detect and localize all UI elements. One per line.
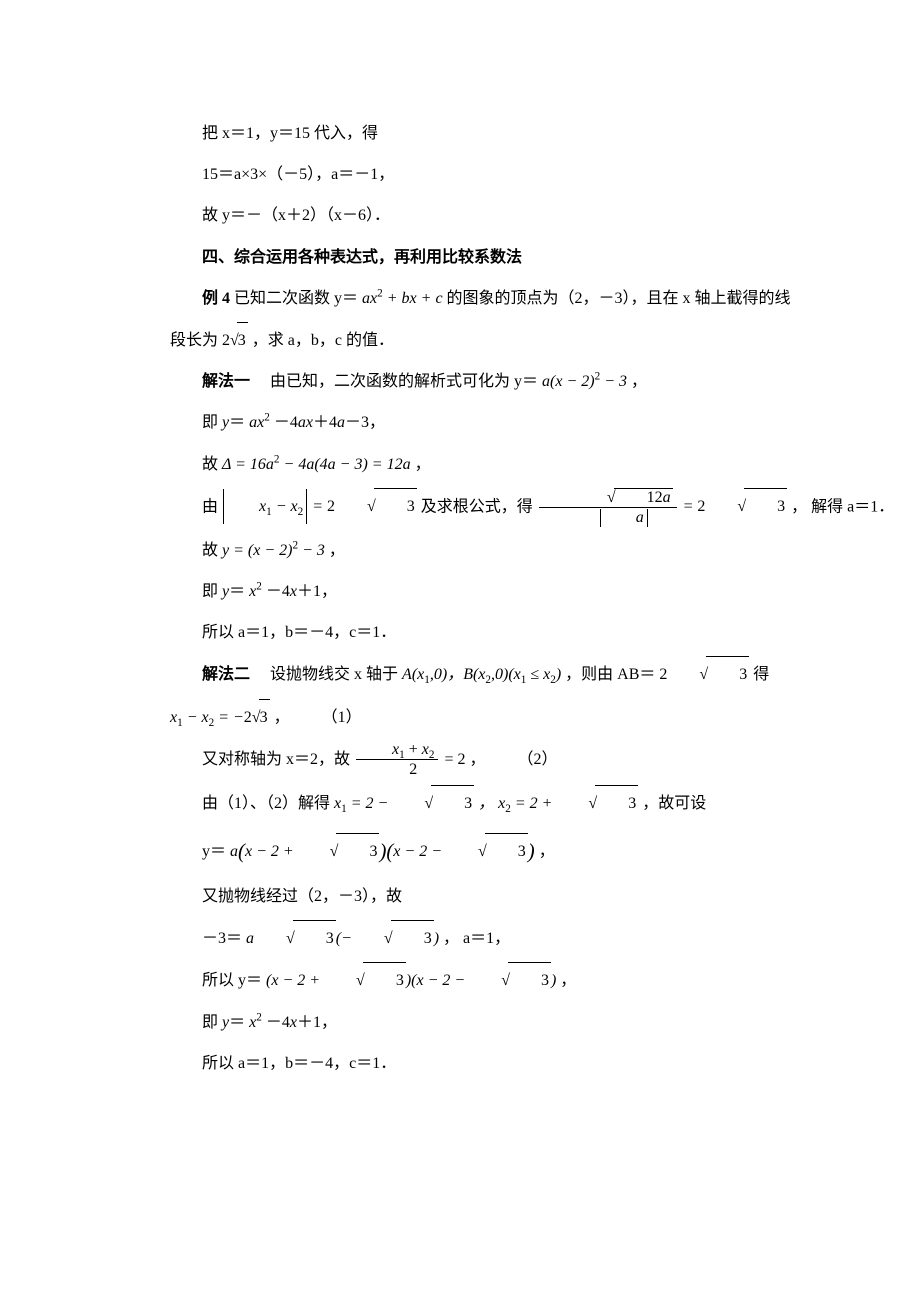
method-2-line8: 所以 y＝ (x − 2 + 3)(x − 2 − 3) ， [170,962,920,998]
math-discriminant: Δ = 16a2 − 4a(4a − 3) = 12a [222,456,411,473]
text: 由已知，二次函数的解析式可化为 y＝ [254,373,542,390]
method-1-line5: 故 y = (x − 2)2 − 3 ， [170,533,920,568]
method-2-line7: －3＝ a3(−3) ， a＝1， [170,920,920,956]
method-2-label: 解法二 [202,666,250,683]
text: ，求 a，b，c 的值． [252,332,394,349]
math-ab-length: 23 [659,666,749,683]
text: 的图象的顶点为（2，－3），且在 x 轴上截得的线 [447,290,791,307]
math-factored-y: a(x − 2 + 3)(x − 2 − 3) [230,843,535,860]
example-4-statement-line1: 例 4 已知二次函数 y＝ ax2 + bx + c 的图象的顶点为（2，－3）… [170,281,920,316]
text: 又抛物线经过（2，－3），故 [202,888,402,905]
text: 又对称轴为 x＝2，故 [202,751,354,768]
math-y-factored-final: (x − 2 + 3)(x − 2 − 3) [266,972,556,989]
math-y-vertex: y = (x − 2)2 − 3 [222,542,325,559]
math-eq1: x1 − x2 = −23 [170,709,270,726]
math-quadratic: ax2 + bx + c [362,290,443,307]
line-sub-values: 把 x＝1，y＝15 代入，得 [170,116,920,151]
text: 即 y＝ ax2 －4ax＋4a－3， [202,414,385,431]
eq-two: = 2 [444,751,465,768]
text: 已知二次函数 y＝ [234,290,358,307]
text: －3＝ [202,930,242,947]
example-4-statement-line2: 段长为 23 ，求 a，b，c 的值． [170,322,920,358]
text: ， [560,972,576,989]
text: ， [329,542,345,559]
text: ， [631,373,647,390]
example-label: 例 4 [202,290,234,307]
text: ， [415,456,431,473]
method-1-line2: 即 y＝ ax2 －4ax＋4a－3， [170,405,920,440]
text: ， （1） [274,709,362,726]
text: 15＝a×3×（－5），a＝－1， [202,166,394,183]
text: 所以 a＝1，b＝－4，c＝1． [202,1055,396,1072]
line-result-y: 故 y＝－（x＋2）（x－6）． [170,198,920,233]
text: 把 x＝1，y＝15 代入，得 [202,125,378,142]
math-sub-vertex: a3(−3) [246,930,439,947]
method-1-line1: 解法一 由已知，二次函数的解析式可化为 y＝ a(x − 2)2 − 3 ， [170,364,920,399]
method-2-line1: 解法二 设抛物线交 x 轴于 A(x1,0)，B(x2,0)(x1 ≤ x2) … [170,656,920,692]
text: ， [539,843,555,860]
math-2sqrt3: 23 [222,332,248,349]
math-vertex-form: a(x − 2)2 − 3 [542,373,627,390]
text: 即 y＝ x2 －4x＋1， [202,583,337,600]
text: y＝ [202,843,230,860]
method-1-line6: 即 y＝ x2 －4x＋1， [170,574,920,609]
method-1-line7: 所以 a＝1，b＝－4，c＝1． [170,615,920,650]
section-heading-4: 四、综合运用各种表达式，再利用比较系数法 [170,240,920,275]
math-solve-x1x2: x1 = 2 − 3 ， x2 = 2 + 3 [334,795,638,812]
math-midpoint: x1 + x2 2 = 2 [354,751,469,768]
text: 故 y＝－（x＋2）（x－6）． [202,207,390,224]
method-2-line10: 所以 a＝1，b＝－4，c＝1． [170,1046,920,1081]
text: 及求根公式，得 [421,498,537,515]
text: ， a＝1， [443,930,510,947]
method-1-line3: 故 Δ = 16a2 − 4a(4a − 3) = 12a ， [170,447,920,482]
text: 即 y＝ x2 －4x＋1， [202,1014,337,1031]
method-2-line4: 由（1）、（2）解得 x1 = 2 − 3 ， x2 = 2 + 3 ，故可设 [170,785,920,821]
text: 段长为 [170,332,218,349]
text: ， 解得 a＝1． [791,498,894,515]
method-2-line6: 又抛物线经过（2，－3），故 [170,879,920,914]
text: 得 [753,666,769,683]
text: 由（1）、（2）解得 [202,795,334,812]
text: 所以 y＝ [202,972,266,989]
line-compute-a: 15＝a×3×（－5），a＝－1， [170,157,920,192]
text: 故 [202,542,222,559]
text: 故 [202,456,222,473]
math-points-ab: A(x1,0)，B(x2,0)(x1 ≤ x2) [402,666,561,683]
method-2-line3: 又对称轴为 x＝2，故 x1 + x2 2 = 2 ， （2） [170,741,920,779]
text: ，则由 AB＝ [565,666,655,683]
text: 设抛物线交 x 轴于 [254,666,402,683]
text: ，故可设 [642,795,706,812]
method-1-line4: 由 x1 − x2 = 23 及求根公式，得 12a a = 23 ， 解得 a… [170,488,920,527]
text: ， （2） [469,751,557,768]
text: 由 [202,498,218,515]
method-2-line9: 即 y＝ x2 －4x＋1， [170,1005,920,1040]
math-root-formula: 12a a = 23 [537,498,791,515]
method-1-label: 解法一 [202,373,250,390]
heading-text: 四、综合运用各种表达式，再利用比较系数法 [202,249,522,266]
math-abs-diff: x1 − x2 = 23 [222,498,417,515]
text: 所以 a＝1，b＝－4，c＝1． [202,624,396,641]
method-2-line5: y＝ a(x − 2 + 3)(x − 2 − 3) ， [170,827,920,873]
method-2-eq1: x1 − x2 = −23 ， （1） [170,699,920,735]
